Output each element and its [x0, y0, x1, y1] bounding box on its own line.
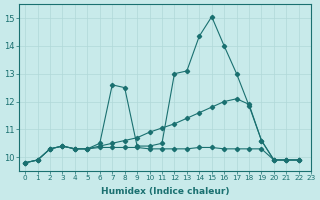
X-axis label: Humidex (Indice chaleur): Humidex (Indice chaleur) [101, 187, 229, 196]
